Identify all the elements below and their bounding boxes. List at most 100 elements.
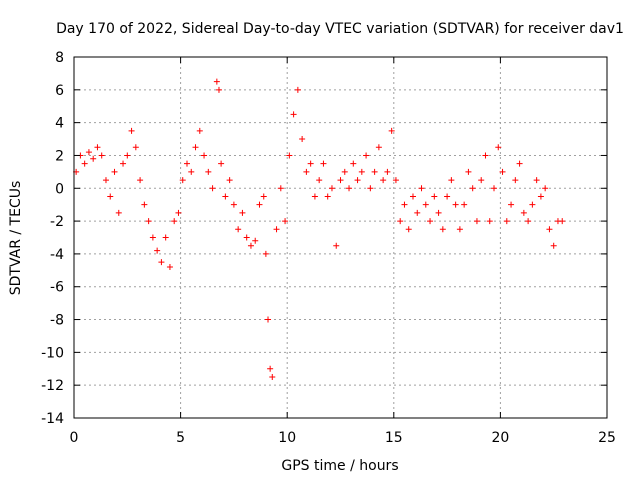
data-point: [102, 177, 109, 184]
data-point: [431, 193, 438, 200]
data-point: [512, 177, 519, 184]
data-point: [316, 177, 323, 184]
data-point: [124, 152, 131, 159]
data-point: [542, 185, 549, 192]
data-point: [328, 185, 335, 192]
x-tick-label: 0: [70, 430, 79, 446]
data-point: [94, 144, 101, 151]
data-point: [273, 226, 280, 233]
axis-ticks: 0 5 10 15 20 25 -14 -12 -10 -8 -6 -4 -2 0 2 4 6 8: [41, 50, 616, 446]
data-point: [508, 201, 515, 208]
data-point: [247, 242, 254, 249]
data-point: [341, 168, 348, 175]
data-point: [145, 218, 152, 225]
data-point: [478, 177, 485, 184]
data-point: [439, 226, 446, 233]
data-point: [546, 226, 553, 233]
data-point: [435, 209, 442, 216]
data-point: [418, 185, 425, 192]
data-point: [290, 111, 297, 118]
x-tick-label: 5: [176, 430, 185, 446]
data-point: [213, 78, 220, 85]
chart-title: Day 170 of 2022, Sidereal Day-to-day VTE…: [56, 21, 624, 37]
data-point: [107, 193, 114, 200]
y-tick-label: 4: [55, 116, 64, 132]
data-point: [149, 234, 156, 241]
y-tick-label: -2: [50, 214, 64, 230]
data-point: [260, 193, 267, 200]
data-point: [205, 168, 212, 175]
data-point: [230, 201, 237, 208]
data-point: [162, 234, 169, 241]
data-point: [371, 168, 378, 175]
data-point: [384, 168, 391, 175]
data-point: [452, 201, 459, 208]
data-point: [414, 209, 421, 216]
data-point: [520, 209, 527, 216]
data-point: [175, 209, 182, 216]
data-point: [158, 259, 165, 266]
y-tick-label: -10: [41, 345, 64, 361]
data-point: [491, 185, 498, 192]
data-point: [179, 177, 186, 184]
x-axis-label: GPS time / hours: [281, 458, 398, 474]
data-point: [533, 177, 540, 184]
data-point: [409, 193, 416, 200]
data-point: [115, 209, 122, 216]
data-point: [243, 234, 250, 241]
y-axis-label: SDTVAR / TECUs: [8, 181, 24, 296]
data-point: [559, 218, 566, 225]
data-point: [90, 155, 97, 162]
data-point: [154, 247, 161, 254]
data-point: [375, 144, 382, 151]
data-point: [392, 177, 399, 184]
data-point: [448, 177, 455, 184]
grid-lines: [74, 57, 607, 418]
data-point: [252, 237, 259, 244]
data-point: [265, 316, 272, 323]
data-point: [120, 160, 127, 167]
data-point: [503, 218, 510, 225]
data-point: [267, 365, 274, 372]
x-tick-label: 10: [278, 430, 296, 446]
data-point: [81, 160, 88, 167]
data-point: [196, 127, 203, 134]
y-tick-label: -12: [41, 378, 64, 394]
y-tick-label: 6: [55, 83, 64, 99]
data-point: [388, 127, 395, 134]
data-point: [350, 160, 357, 167]
y-tick-label: -8: [50, 313, 64, 329]
data-point: [550, 242, 557, 249]
data-point: [286, 152, 293, 159]
data-point: [262, 250, 269, 257]
data-point: [482, 152, 489, 159]
data-point: [444, 193, 451, 200]
data-point: [294, 86, 301, 93]
data-point: [486, 218, 493, 225]
data-point: [201, 152, 208, 159]
data-point: [128, 127, 135, 134]
data-point: [367, 185, 374, 192]
data-point: [422, 201, 429, 208]
data-point: [427, 218, 434, 225]
data-point: [98, 152, 105, 159]
y-tick-label: -14: [41, 411, 64, 427]
data-point: [311, 193, 318, 200]
data-point: [529, 201, 536, 208]
data-point: [188, 168, 195, 175]
data-point: [363, 152, 370, 159]
data-point: [137, 177, 144, 184]
data-point: [183, 160, 190, 167]
data-point: [346, 185, 353, 192]
data-point: [209, 185, 216, 192]
x-tick-label: 25: [598, 430, 616, 446]
y-tick-label: 2: [55, 148, 64, 164]
data-point: [465, 168, 472, 175]
data-point: [192, 144, 199, 151]
data-point: [401, 201, 408, 208]
data-point: [516, 160, 523, 167]
data-point: [358, 168, 365, 175]
data-point: [324, 193, 331, 200]
data-point: [222, 193, 229, 200]
